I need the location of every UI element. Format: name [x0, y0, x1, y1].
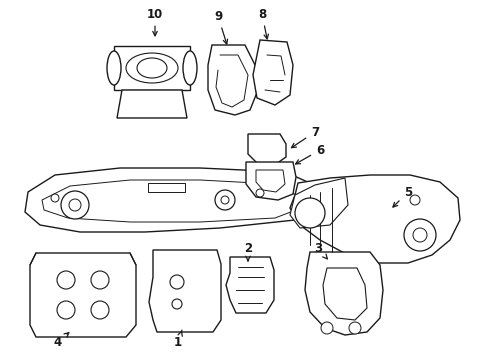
Circle shape [404, 219, 436, 251]
Ellipse shape [137, 58, 167, 78]
Circle shape [61, 191, 89, 219]
Circle shape [215, 190, 235, 210]
Text: 1: 1 [174, 330, 182, 348]
Ellipse shape [107, 51, 121, 85]
Circle shape [170, 275, 184, 289]
Circle shape [51, 194, 59, 202]
Polygon shape [256, 170, 285, 192]
Circle shape [410, 195, 420, 205]
Text: 4: 4 [54, 333, 69, 348]
Polygon shape [117, 90, 187, 118]
Polygon shape [253, 40, 293, 105]
Polygon shape [148, 183, 185, 192]
Polygon shape [323, 268, 367, 320]
Circle shape [172, 299, 182, 309]
Ellipse shape [183, 51, 197, 85]
Polygon shape [248, 134, 286, 164]
Polygon shape [30, 253, 136, 337]
Circle shape [349, 322, 361, 334]
Polygon shape [305, 252, 383, 335]
Polygon shape [149, 250, 221, 332]
Polygon shape [246, 162, 296, 200]
Circle shape [57, 301, 75, 319]
Ellipse shape [126, 53, 178, 83]
Circle shape [221, 196, 229, 204]
Circle shape [256, 189, 264, 197]
Circle shape [413, 228, 427, 242]
Circle shape [57, 271, 75, 289]
Text: 7: 7 [292, 126, 319, 148]
Text: 9: 9 [214, 9, 227, 44]
Text: 3: 3 [314, 242, 327, 259]
Text: 8: 8 [258, 8, 269, 39]
Text: 6: 6 [295, 144, 324, 164]
Circle shape [295, 198, 325, 228]
Polygon shape [25, 168, 310, 232]
Polygon shape [290, 178, 348, 228]
Polygon shape [42, 180, 298, 222]
Text: 10: 10 [147, 8, 163, 36]
Circle shape [91, 301, 109, 319]
Polygon shape [114, 46, 190, 90]
Circle shape [321, 322, 333, 334]
Polygon shape [226, 257, 274, 313]
Circle shape [69, 199, 81, 211]
Text: 2: 2 [244, 242, 252, 261]
Polygon shape [208, 45, 258, 115]
Polygon shape [290, 175, 460, 263]
Text: 5: 5 [393, 185, 412, 207]
Circle shape [91, 271, 109, 289]
